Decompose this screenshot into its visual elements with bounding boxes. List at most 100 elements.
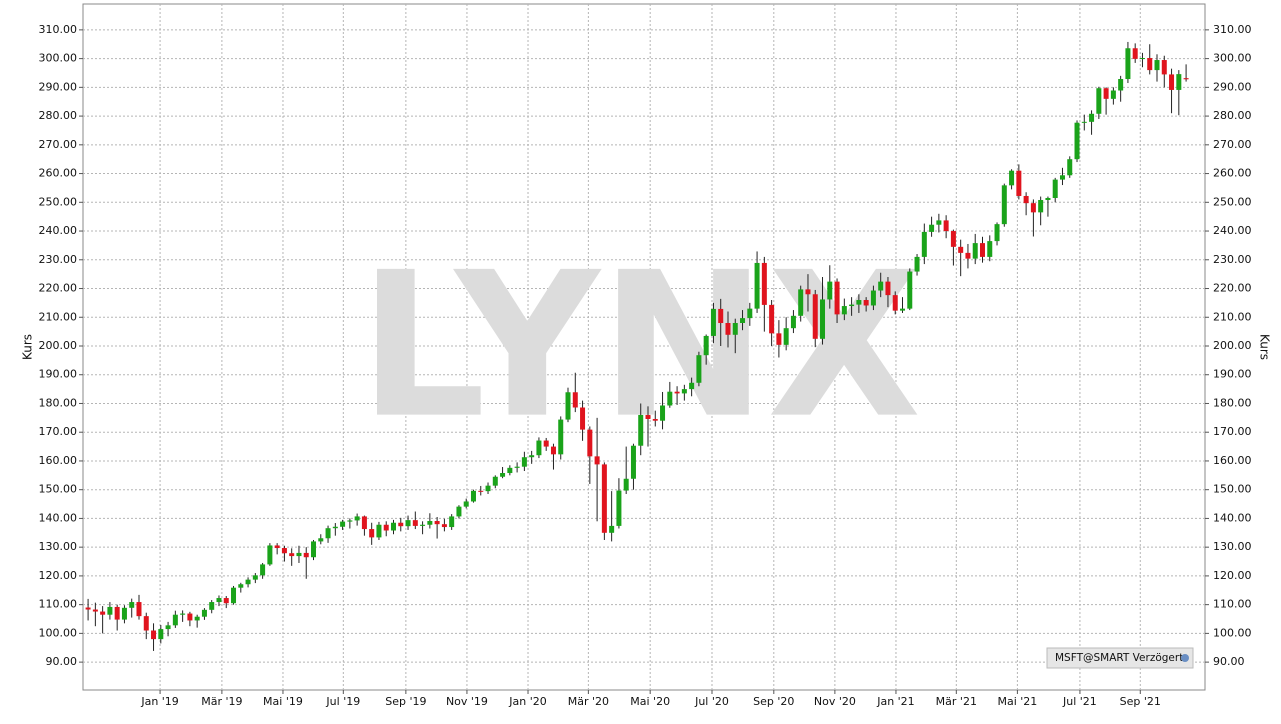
candle-body	[172, 614, 178, 626]
candle-body	[747, 308, 753, 319]
y2-tick-label: 310.00	[1213, 23, 1252, 36]
candle-body	[500, 473, 506, 477]
x-tick-label: Mai '19	[263, 695, 303, 708]
candle-body	[194, 616, 200, 621]
candle-body	[231, 587, 237, 604]
candle-body	[303, 552, 309, 558]
y2-tick-label: 200.00	[1213, 339, 1252, 352]
y2-tick-label: 90.00	[1213, 655, 1245, 668]
y2-tick-label: 110.00	[1213, 598, 1252, 611]
candle-body	[1147, 58, 1153, 71]
x-tick-label: Nov '20	[814, 695, 856, 708]
y-tick-label: 290.00	[39, 80, 78, 93]
y2-tick-label: 170.00	[1213, 425, 1252, 438]
candle-body	[645, 414, 651, 419]
candle-body	[209, 602, 215, 610]
candle-body	[681, 389, 687, 394]
y-tick-label: 190.00	[39, 368, 78, 381]
candle-body	[616, 490, 622, 526]
candle-body	[630, 445, 636, 479]
candle-body	[216, 598, 222, 603]
candle-body	[1081, 121, 1087, 123]
candle-body	[841, 306, 847, 315]
candle-body	[405, 520, 411, 527]
candle-body	[1052, 179, 1058, 198]
candle-body	[180, 613, 186, 615]
candle-body	[609, 525, 615, 533]
x-tick-label: Mär '20	[568, 695, 609, 708]
candle-body	[1016, 170, 1022, 196]
candle-body	[325, 528, 331, 539]
y-tick-label: 250.00	[39, 195, 78, 208]
candle-body	[943, 220, 949, 232]
x-tick-label: Jan '21	[876, 695, 914, 708]
candle-body	[1132, 48, 1138, 59]
y2-tick-label: 270.00	[1213, 138, 1252, 151]
y-tick-label: 300.00	[39, 52, 78, 65]
candle-body	[798, 289, 804, 316]
candle-body	[354, 516, 360, 521]
candle-body	[347, 520, 353, 522]
candle-body	[580, 407, 586, 430]
candle-body	[260, 564, 266, 576]
y2-tick-label: 280.00	[1213, 109, 1252, 122]
candle-body	[667, 391, 673, 406]
candle-body	[521, 457, 527, 467]
candle-body	[427, 521, 433, 525]
candle-body	[914, 256, 920, 272]
candle-body	[849, 304, 855, 307]
candle-body	[332, 526, 338, 529]
candle-body	[390, 522, 396, 531]
candle-body	[441, 524, 447, 528]
candle-body	[143, 616, 149, 631]
x-tick-label: Sep '20	[753, 695, 794, 708]
y-tick-label: 310.00	[39, 23, 78, 36]
candle-body	[107, 606, 113, 615]
candle-body	[151, 630, 157, 640]
candle-body	[558, 419, 564, 455]
candle-body	[296, 552, 302, 557]
candle-body	[1089, 113, 1095, 122]
candle-body	[936, 220, 942, 225]
candle-body	[121, 607, 127, 620]
candle-body	[1074, 122, 1080, 160]
candle-body	[1059, 175, 1065, 180]
candle-body	[740, 318, 746, 324]
x-tick-label: Jan '20	[508, 695, 546, 708]
candle-body	[492, 476, 498, 486]
candle-body	[907, 271, 913, 309]
x-tick-label: Sep '21	[1120, 695, 1161, 708]
candle-body	[434, 521, 440, 525]
candle-body	[565, 392, 571, 420]
candle-body	[1045, 197, 1051, 200]
candle-body	[761, 262, 767, 305]
candle-body	[1110, 90, 1116, 99]
candle-body	[703, 335, 709, 356]
candle-body	[863, 300, 869, 306]
candle-body	[689, 382, 695, 390]
candle-body	[1067, 159, 1073, 176]
candle-body	[1038, 200, 1044, 213]
candle-body	[470, 490, 476, 502]
candle-body	[165, 625, 171, 630]
candle-body	[1118, 79, 1124, 91]
y-tick-label: 270.00	[39, 138, 78, 151]
candles	[85, 41, 1189, 651]
y-tick-label: 140.00	[39, 511, 78, 524]
candle-body	[718, 308, 724, 324]
y-tick-label: 150.00	[39, 483, 78, 496]
x-tick-label: Jul '21	[1062, 695, 1097, 708]
y-tick-label: 90.00	[46, 655, 78, 668]
x-tick-label: Nov '19	[446, 695, 488, 708]
y2-tick-label: 180.00	[1213, 396, 1252, 409]
candle-body	[92, 609, 98, 612]
y2-tick-label: 100.00	[1213, 626, 1252, 639]
y2-tick-label: 290.00	[1213, 80, 1252, 93]
candle-body	[965, 252, 971, 259]
candle-body	[958, 246, 964, 253]
candle-body	[732, 323, 738, 335]
candle-body	[1125, 48, 1131, 80]
candle-body	[1001, 185, 1007, 225]
